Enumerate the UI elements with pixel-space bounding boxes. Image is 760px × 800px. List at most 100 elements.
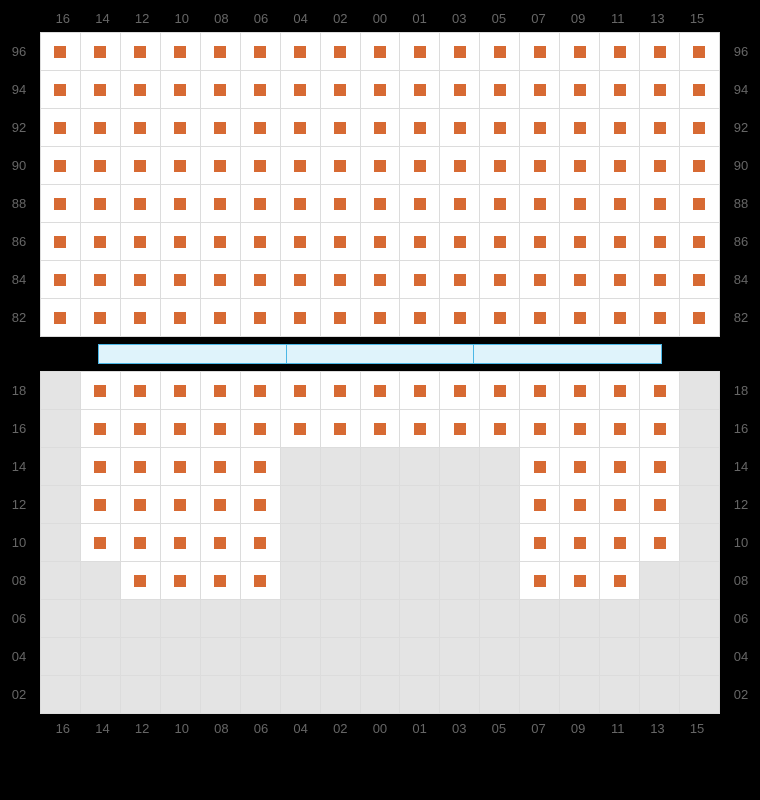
seat-cell[interactable] (639, 261, 679, 298)
seat-cell[interactable] (200, 372, 240, 409)
seat-cell[interactable] (559, 185, 599, 222)
seat-cell[interactable] (320, 410, 360, 447)
seat-cell[interactable] (320, 223, 360, 260)
seat-cell[interactable] (240, 71, 280, 108)
seat-cell[interactable] (559, 261, 599, 298)
seat-cell[interactable] (679, 185, 719, 222)
seat-cell[interactable] (80, 261, 120, 298)
seat-cell[interactable] (679, 223, 719, 260)
seat-cell[interactable] (679, 299, 719, 336)
seat-cell[interactable] (439, 223, 479, 260)
seat-cell[interactable] (519, 223, 559, 260)
seat-cell[interactable] (320, 261, 360, 298)
seat-cell[interactable] (599, 524, 639, 561)
seat-cell[interactable] (360, 71, 400, 108)
seat-cell[interactable] (41, 223, 80, 260)
seat-cell[interactable] (519, 410, 559, 447)
seat-cell[interactable] (320, 147, 360, 184)
seat-cell[interactable] (360, 299, 400, 336)
seat-cell[interactable] (200, 299, 240, 336)
seat-cell[interactable] (80, 33, 120, 70)
seat-cell[interactable] (120, 109, 160, 146)
seat-cell[interactable] (559, 562, 599, 599)
seat-cell[interactable] (519, 448, 559, 485)
seat-cell[interactable] (360, 147, 400, 184)
seat-cell[interactable] (200, 261, 240, 298)
seat-cell[interactable] (200, 109, 240, 146)
seat-cell[interactable] (519, 486, 559, 523)
seat-cell[interactable] (120, 299, 160, 336)
seat-cell[interactable] (439, 71, 479, 108)
seat-cell[interactable] (519, 372, 559, 409)
seat-cell[interactable] (320, 185, 360, 222)
seat-cell[interactable] (120, 410, 160, 447)
seat-cell[interactable] (639, 448, 679, 485)
seat-cell[interactable] (439, 147, 479, 184)
seat-cell[interactable] (679, 109, 719, 146)
seat-cell[interactable] (559, 410, 599, 447)
seat-cell[interactable] (160, 71, 200, 108)
seat-cell[interactable] (479, 147, 519, 184)
seat-cell[interactable] (240, 486, 280, 523)
seat-cell[interactable] (599, 109, 639, 146)
seat-cell[interactable] (439, 299, 479, 336)
seat-cell[interactable] (280, 223, 320, 260)
seat-cell[interactable] (120, 524, 160, 561)
seat-cell[interactable] (200, 562, 240, 599)
seat-cell[interactable] (479, 71, 519, 108)
seat-cell[interactable] (479, 185, 519, 222)
seat-cell[interactable] (280, 33, 320, 70)
seat-cell[interactable] (479, 299, 519, 336)
seat-cell[interactable] (240, 33, 280, 70)
seat-cell[interactable] (519, 261, 559, 298)
seat-cell[interactable] (120, 147, 160, 184)
seat-cell[interactable] (639, 109, 679, 146)
seat-cell[interactable] (200, 223, 240, 260)
seat-cell[interactable] (360, 223, 400, 260)
seat-cell[interactable] (200, 185, 240, 222)
seat-cell[interactable] (439, 261, 479, 298)
seat-cell[interactable] (320, 33, 360, 70)
seat-cell[interactable] (200, 71, 240, 108)
seat-cell[interactable] (479, 372, 519, 409)
seat-cell[interactable] (679, 71, 719, 108)
seat-cell[interactable] (280, 410, 320, 447)
seat-cell[interactable] (439, 372, 479, 409)
seat-cell[interactable] (320, 372, 360, 409)
seat-cell[interactable] (280, 185, 320, 222)
seat-cell[interactable] (519, 299, 559, 336)
seat-cell[interactable] (599, 33, 639, 70)
seat-cell[interactable] (399, 147, 439, 184)
seat-cell[interactable] (240, 524, 280, 561)
seat-cell[interactable] (80, 71, 120, 108)
seat-cell[interactable] (479, 410, 519, 447)
seat-cell[interactable] (599, 185, 639, 222)
seat-cell[interactable] (160, 524, 200, 561)
seat-cell[interactable] (160, 147, 200, 184)
seat-cell[interactable] (200, 147, 240, 184)
seat-cell[interactable] (639, 372, 679, 409)
seat-cell[interactable] (399, 299, 439, 336)
seat-cell[interactable] (519, 147, 559, 184)
seat-cell[interactable] (559, 147, 599, 184)
seat-cell[interactable] (559, 486, 599, 523)
seat-cell[interactable] (639, 71, 679, 108)
seat-cell[interactable] (80, 223, 120, 260)
seat-cell[interactable] (120, 448, 160, 485)
seat-cell[interactable] (41, 147, 80, 184)
seat-cell[interactable] (280, 299, 320, 336)
seat-cell[interactable] (240, 261, 280, 298)
seat-cell[interactable] (639, 524, 679, 561)
seat-cell[interactable] (41, 185, 80, 222)
seat-cell[interactable] (80, 147, 120, 184)
seat-cell[interactable] (559, 71, 599, 108)
seat-cell[interactable] (599, 448, 639, 485)
seat-cell[interactable] (399, 71, 439, 108)
seat-cell[interactable] (599, 372, 639, 409)
seat-cell[interactable] (41, 299, 80, 336)
seat-cell[interactable] (320, 71, 360, 108)
seat-cell[interactable] (360, 185, 400, 222)
seat-cell[interactable] (360, 410, 400, 447)
seat-cell[interactable] (519, 33, 559, 70)
seat-cell[interactable] (559, 524, 599, 561)
